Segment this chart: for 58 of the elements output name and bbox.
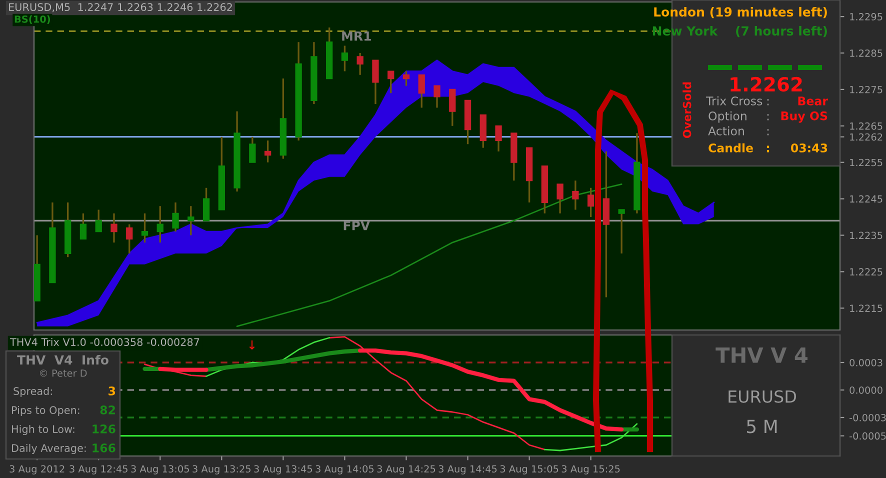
ref-line-label: FPV	[344, 221, 370, 230]
annotation: Option	[708, 111, 746, 123]
y-tick-label: 1.2225	[850, 268, 882, 276]
y-tick-label: -0.0005	[850, 432, 886, 440]
x-tick-label: 3 Aug 13:25	[192, 465, 250, 474]
annotation: Spread:	[14, 386, 52, 398]
annotation: Buy OS	[781, 111, 828, 123]
y-tick-label: -0.0003	[850, 414, 886, 422]
x-tick-label: 3 Aug 14:25	[377, 465, 436, 474]
annotation: 5 M	[746, 420, 777, 434]
annotation: © Peter D	[40, 370, 87, 377]
annotation: Trix Cross	[706, 96, 762, 106]
annotation: 03:43	[790, 143, 828, 152]
annotation: :	[767, 99, 769, 106]
x-tick-label: 3 Aug 12:45	[70, 465, 128, 474]
chart-title: THV4 Trix V1.0 -0.000358 -0.000287	[10, 338, 200, 346]
y-tick-label: 1.2215	[850, 304, 882, 312]
annotation: 3	[108, 386, 116, 396]
annotation: 166	[92, 444, 116, 452]
annotation: High to Low:	[12, 424, 74, 436]
y-tick-label: 1.2262	[850, 133, 882, 141]
x-tick-label: 3 Aug 13:45	[254, 465, 312, 474]
annotation: :	[767, 114, 769, 120]
annotation: 126	[92, 424, 116, 434]
y-tick-label: 0.0000	[850, 386, 882, 394]
y-tick-label: 1.2255	[850, 158, 882, 166]
ref-line-label: MR1	[342, 32, 371, 41]
y-tick-label: 0.0003	[850, 358, 882, 366]
x-tick-label: 3 Aug 15:05	[500, 465, 558, 474]
y-tick-label: 1.2245	[850, 195, 882, 203]
annotation: Daily Average:	[12, 444, 86, 454]
annotation: 1.2262	[730, 76, 802, 92]
annotation: London (19 minutes left)	[654, 6, 827, 18]
x-tick-label: 3 Aug 14:45	[438, 465, 497, 474]
annotation: THV V 4	[716, 348, 808, 363]
annotation: THV V4 Info	[17, 354, 108, 365]
annotation: :	[767, 129, 769, 136]
y-tick-label: 1.2265	[850, 122, 882, 130]
x-tick-label: 3 Aug 15:25	[562, 465, 620, 474]
annotation: :	[766, 146, 770, 152]
y-tick-label: 1.2275	[850, 86, 882, 94]
annotation: BS(10)	[14, 15, 50, 24]
annotation: OverSold	[682, 82, 692, 138]
x-tick-label: 3 Aug 14:05	[316, 465, 374, 474]
annotation: New York (7 hours left)	[652, 26, 827, 38]
annotation: Bear	[798, 96, 828, 106]
annotation: 82	[100, 405, 115, 414]
x-tick-label: 3 Aug 13:05	[131, 465, 189, 474]
annotation: EURUSD	[728, 390, 796, 403]
y-tick-label: 1.2235	[850, 232, 882, 240]
annotation: Pips to Open:	[12, 406, 80, 416]
annotation: Candle	[708, 143, 753, 152]
x-tick-label: 3 Aug 2012	[10, 465, 64, 474]
y-tick-label: 1.2295	[850, 13, 882, 20]
chart-title: EURUSD,M5 1.2247 1.2263 1.2246 1.2262	[9, 3, 232, 12]
y-tick-label: 1.2285	[850, 50, 882, 57]
annotation: Action	[708, 126, 744, 136]
annotation: ↓	[249, 340, 255, 350]
